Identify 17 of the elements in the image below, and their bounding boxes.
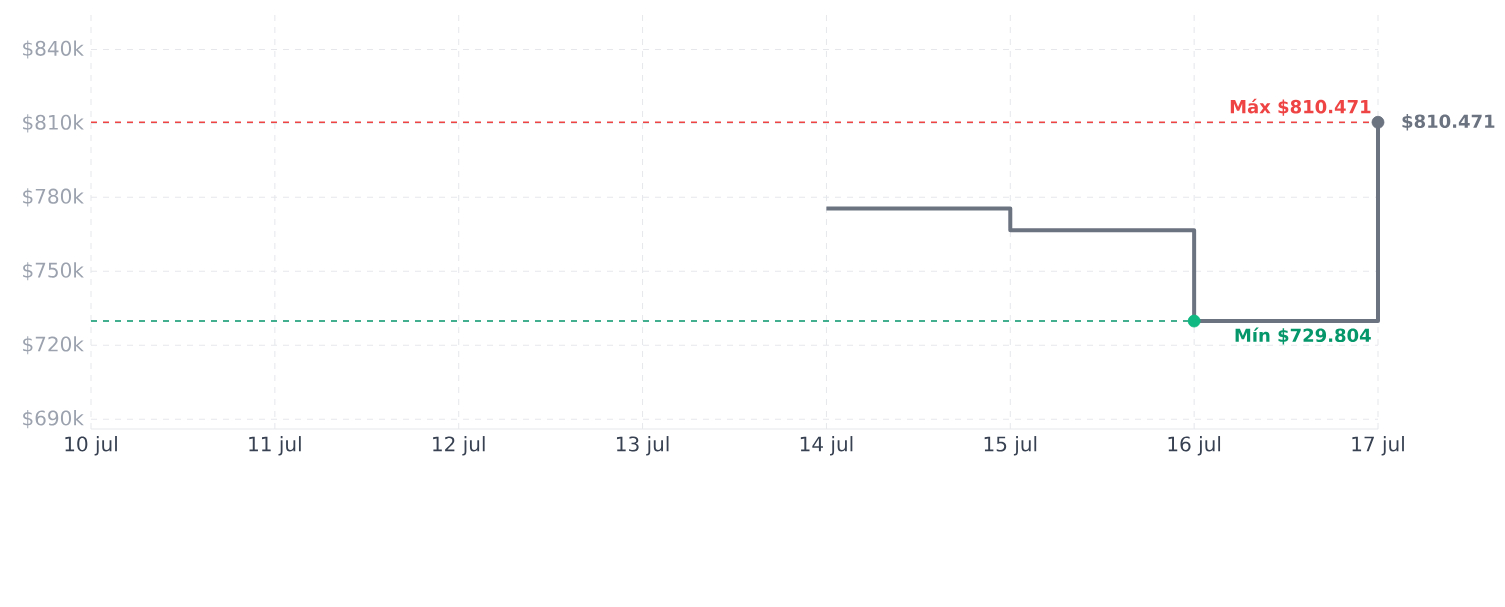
x-tick-label: 16 jul (1168, 436, 1221, 456)
x-tick-label: 15 jul (984, 436, 1037, 456)
ref-line-label: Mín $729.804 (1235, 327, 1371, 345)
y-tick-label: $750k (23, 262, 84, 281)
y-tick-label: $720k (23, 336, 84, 355)
x-tick-label: 13 jul (616, 436, 669, 456)
x-tick-label: 14 jul (800, 436, 853, 456)
y-tick-label: $840k (23, 40, 84, 59)
x-tick-label: 11 jul (249, 436, 301, 456)
x-tick-label: 10 jul (65, 436, 117, 456)
annotation: $810.471 (1402, 114, 1495, 131)
y-tick-label: $690k (23, 410, 84, 429)
y-tick-label: $780k (23, 188, 84, 207)
x-tick-label: 12 jul (433, 436, 485, 456)
ref-line-label: Máx $810.471 (1230, 98, 1371, 116)
y-tick-label: $810k (23, 114, 84, 133)
x-tick-label: 17 jul (1352, 436, 1404, 456)
